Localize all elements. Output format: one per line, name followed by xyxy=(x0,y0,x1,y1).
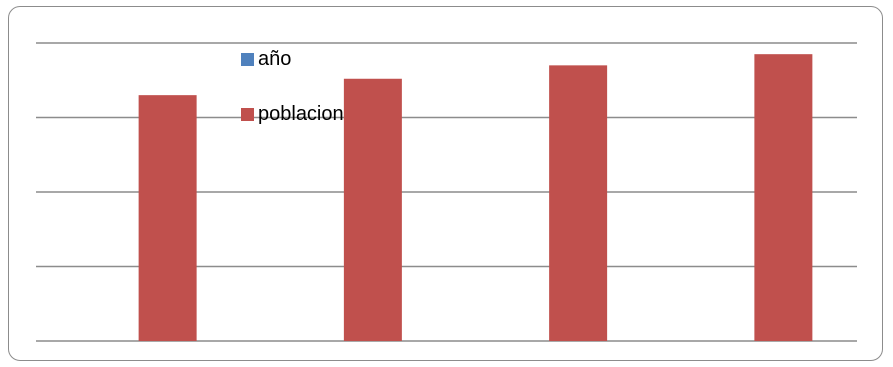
legend-item-poblacion: poblacion xyxy=(241,103,344,126)
bar-poblacion-2 xyxy=(343,78,402,341)
legend-label-ano: año xyxy=(258,48,292,70)
legend-swatch-poblacion xyxy=(241,108,254,121)
bar-poblacion-4 xyxy=(754,54,813,342)
bars xyxy=(138,54,813,342)
legend-label-poblacion: poblacion xyxy=(258,103,344,125)
legend-swatch-ano xyxy=(241,53,254,66)
legend-item-ano: año xyxy=(241,48,291,71)
bar-poblacion-1 xyxy=(138,95,197,342)
bar-poblacion-3 xyxy=(549,65,608,341)
